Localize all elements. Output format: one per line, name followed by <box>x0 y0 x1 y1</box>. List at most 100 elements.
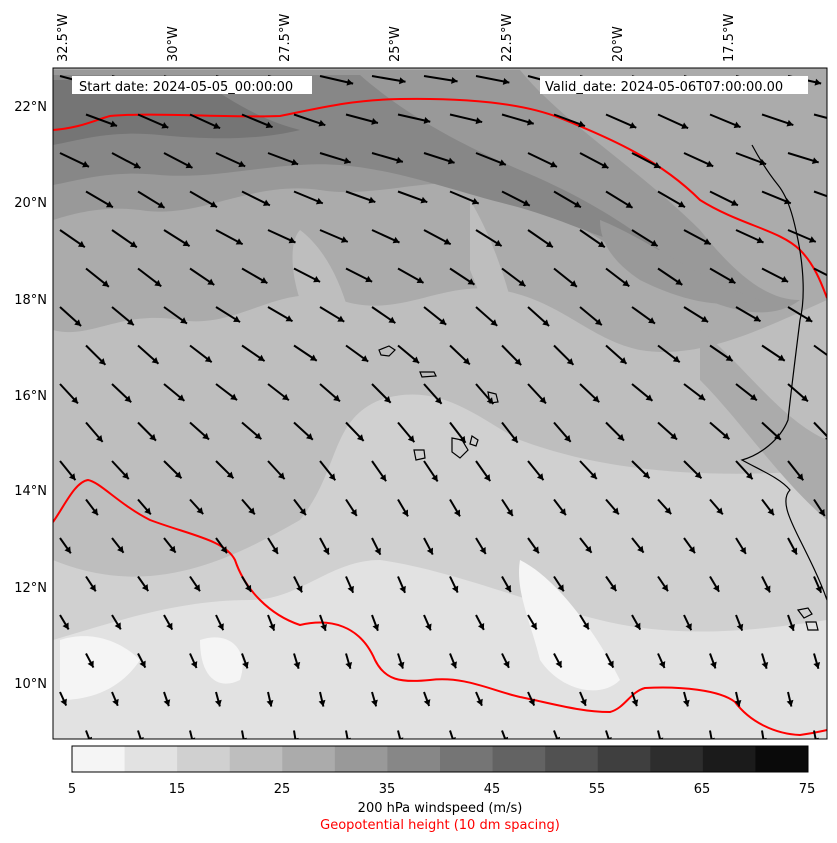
wind-arrow-head <box>399 585 406 593</box>
wind-arrow-head <box>281 393 289 401</box>
wind-arrow-shaft <box>813 421 827 438</box>
wind-arrow-head <box>242 661 249 669</box>
wind-arrow-head <box>786 699 794 707</box>
colorbar-ticks: 5 15 25 35 45 55 65 75 <box>68 782 815 797</box>
longitude-labels: 32.5°W 30°W 27.5°W 25°W 22.5°W 20°W 17.5… <box>56 14 737 62</box>
wind-arrow-head <box>151 357 159 364</box>
wind-arrow-head <box>658 661 666 668</box>
wind-arrow-head <box>416 276 424 283</box>
wind-arrow-head <box>716 507 723 515</box>
wind-arrow-head <box>736 623 744 631</box>
wind-arrow-head <box>578 120 585 128</box>
wind-arrow-head <box>356 434 364 441</box>
wind-arrow-head <box>522 199 530 207</box>
wind-arrow-head <box>502 736 509 739</box>
wind-arrow-head <box>661 584 668 592</box>
wind-arrow-head <box>71 396 78 404</box>
wind-arrow-head <box>815 585 822 593</box>
wind-arrow-head <box>320 624 327 631</box>
wind-arrow-head <box>637 545 644 553</box>
wind-arrow-shaft <box>813 190 827 198</box>
wind-arrow-head <box>528 698 535 706</box>
wind-arrow-head <box>477 622 485 630</box>
wind-arrow-head <box>392 236 400 244</box>
wind-arrow-head <box>343 157 351 165</box>
wind-arrow-head <box>154 279 162 287</box>
wind-arrow-head <box>833 276 837 282</box>
wind-arrow-head <box>685 623 692 631</box>
wind-arrow-head <box>149 433 156 441</box>
wind-arrow-head <box>607 660 614 668</box>
wind-arrow-head <box>233 315 241 323</box>
wind-arrow-head <box>467 278 475 285</box>
wind-arrow-head <box>631 699 639 707</box>
colorbar-swatch <box>755 746 809 772</box>
wind-arrow-shaft <box>813 267 827 277</box>
wind-arrow-head <box>536 473 544 481</box>
wind-arrow-head <box>824 437 827 440</box>
colorbar-tick: 5 <box>68 782 76 797</box>
wind-arrow-head <box>739 546 746 554</box>
wind-arrow-head <box>309 354 317 361</box>
wind-arrow-head <box>426 547 434 555</box>
wind-arrow-head <box>564 435 571 442</box>
lon-label-27.5W: 27.5°W <box>278 14 293 62</box>
lat-label-14N: 14°N <box>14 484 47 499</box>
wind-arrow-head <box>166 622 173 630</box>
wind-arrow-head <box>542 319 550 326</box>
wind-arrow-head <box>476 698 483 706</box>
wind-arrow-head <box>124 395 132 403</box>
wind-arrow-head <box>486 397 494 405</box>
wind-arrow-head <box>788 624 795 631</box>
wind-arrow-head <box>102 280 109 287</box>
valid-date-box <box>540 76 808 94</box>
start-date-label: Start date: 2024-05-05_00:00:00 <box>79 80 293 95</box>
wind-arrow-head <box>254 432 262 440</box>
lon-label-25W: 25°W <box>388 26 403 62</box>
lat-label-22N: 22°N <box>14 100 47 115</box>
geopotential-label: Geopotential height (10 dm spacing) <box>320 818 560 833</box>
lat-label-16N: 16°N <box>14 389 47 404</box>
wind-arrow-head <box>557 584 564 592</box>
wind-arrow-head <box>383 396 391 403</box>
wind-arrow-head <box>573 201 581 208</box>
wind-arrow-head <box>122 472 129 480</box>
wind-arrow-head <box>580 698 587 706</box>
wind-arrow-head <box>129 240 137 248</box>
wind-arrow-head <box>682 699 690 707</box>
wind-arrow-head <box>781 275 789 283</box>
colorbar-swatch <box>650 746 704 772</box>
wind-arrow-head <box>814 78 822 86</box>
wind-arrow-head <box>64 546 71 554</box>
wind-arrow-head <box>733 121 741 129</box>
wind-arrow-head <box>368 196 376 204</box>
wind-arrow-head <box>214 699 222 707</box>
wind-arrow-head <box>210 201 217 208</box>
wind-arrow-head <box>479 547 486 554</box>
wind-arrow-head <box>350 509 357 516</box>
wind-arrow-head <box>277 472 285 480</box>
wind-arrow-head <box>653 161 661 169</box>
colorbar-swatch <box>124 746 178 772</box>
africa-coastline <box>740 144 827 601</box>
wind-arrow-head <box>388 316 396 324</box>
wind-arrow-head <box>504 585 511 592</box>
wind-arrow-head <box>463 357 470 365</box>
wind-arrow-head <box>226 471 234 479</box>
wind-arrow-head <box>299 508 306 516</box>
wind-arrow-head <box>271 546 278 554</box>
wind-arrow-head <box>594 318 602 326</box>
colorbar-swatch <box>702 746 756 772</box>
wind-arrow-head <box>749 393 757 401</box>
wind-arrow-head <box>204 355 212 363</box>
start-date-box <box>72 76 312 94</box>
lat-label-10N: 10°N <box>14 677 47 692</box>
wind-arrow-head <box>161 122 169 129</box>
wind-arrow-head <box>811 157 819 165</box>
wind-arrow-head <box>407 435 415 443</box>
wind-arrow-head <box>703 238 711 245</box>
wind-arrow-head <box>157 201 165 208</box>
wind-arrow-head <box>98 358 106 365</box>
wind-arrow-head <box>490 319 498 326</box>
